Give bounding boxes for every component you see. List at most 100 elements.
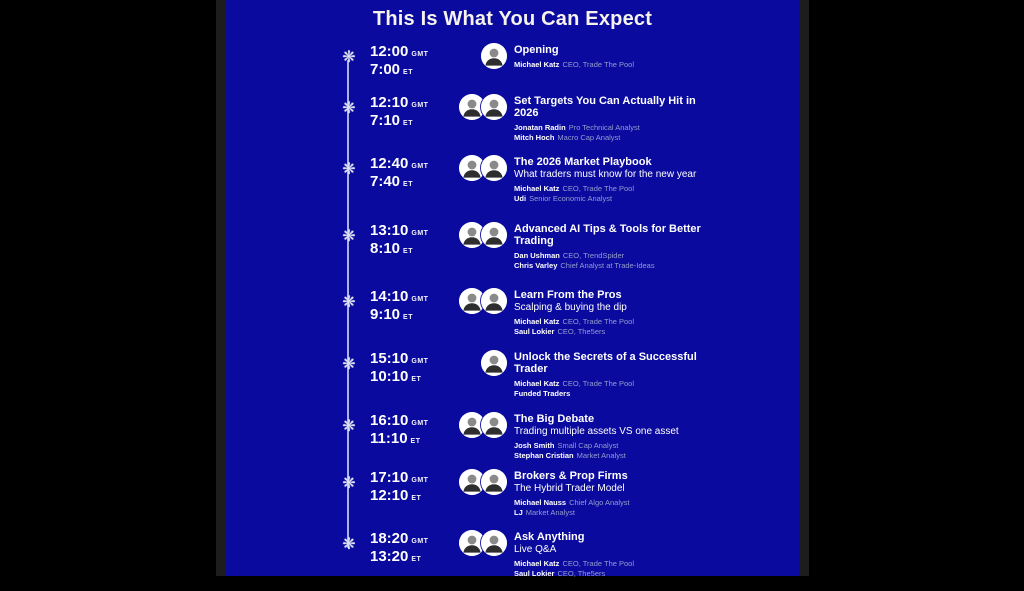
speaker-line: Funded Traders	[514, 389, 710, 399]
session-content: Unlock the Secrets of a Successful Trade…	[514, 351, 710, 398]
webinar-schedule-page: { "colors": { "panel_background": "#0a0a…	[216, 0, 809, 578]
session-row: ❋ 12:40 GMT 7:40 ET The 2026 Market Playbo…	[225, 155, 800, 216]
speaker-avatar	[481, 94, 507, 120]
snowflake-icon: ❋	[342, 100, 356, 117]
session-row: ❋ 18:20 GMT 13:20 ET Ask Anything Live Q&A…	[225, 530, 800, 591]
session-content: Opening Michael Katz CEO, Trade The Pool	[514, 44, 710, 70]
speaker-line: Mitch Hoch Macro Cap Analyst	[514, 133, 710, 143]
session-title: Unlock the Secrets of a Successful Trade…	[514, 351, 697, 375]
session-time-gmt: 12:40 GMT	[370, 155, 429, 172]
letterbox-edge-right	[800, 0, 809, 576]
session-title: The Big Debate	[514, 413, 595, 425]
speaker-role: Chief Algo Analyst	[569, 498, 630, 507]
speaker-line: Saul Lokier CEO, The5ers	[514, 327, 710, 337]
speaker-name: Michael Katz	[514, 317, 560, 326]
speaker-line: Stephan Cristian Market Analyst	[514, 451, 710, 461]
session-time-gmt: 12:00 GMT	[370, 43, 429, 60]
snowflake-icon: ❋	[342, 49, 356, 66]
letterbox-edge-left	[216, 0, 225, 576]
session-content: The Big Debate Trading multiple assets V…	[514, 413, 710, 460]
session-speakers: Michael Katz CEO, Trade The Pool Udi Senior…	[514, 184, 710, 203]
speaker-line: Michael Katz CEO, Trade The Pool	[514, 317, 710, 327]
session-content: Ask Anything Live Q&A Michael Katz CEO, T…	[514, 531, 710, 578]
session-time-gmt: 13:10 GMT	[370, 222, 429, 239]
session-time: 16:10 GMT 11:10 ET	[370, 413, 428, 449]
speaker-name: Michael Nauss	[514, 498, 567, 507]
session-time: 13:10 GMT 8:10 ET	[370, 223, 428, 259]
session-title: Learn From the Pros	[514, 289, 622, 301]
session-time-et: 13:20 ET	[370, 548, 422, 565]
speaker-role: Senior Economic Analyst	[529, 193, 613, 203]
speaker-avatar	[459, 469, 485, 495]
session-title: Brokers & Prop Firms	[514, 470, 628, 482]
session-content: The 2026 Market Playbook What traders mu…	[514, 156, 710, 203]
speaker-line: Michael Katz CEO, Trade The Pool	[514, 184, 710, 194]
session-time: 12:40 GMT 7:40 ET	[370, 156, 428, 192]
speaker-role: CEO, Trade The Pool	[562, 379, 635, 388]
speaker-line: Chris Varley Chief Analyst at Trade-Ideas	[514, 261, 710, 271]
snowflake-icon: ❋	[342, 536, 356, 553]
session-row: ❋ 12:00 GMT 7:00 ET Opening Michael Katz CE…	[225, 43, 800, 104]
session-time-et: 7:00 ET	[370, 61, 413, 78]
speaker-line: Michael Katz CEO, Trade The Pool	[514, 379, 710, 389]
speaker-avatar	[481, 412, 507, 438]
session-row: ❋ 17:10 GMT 12:10 ET Brokers & Prop Firms …	[225, 469, 800, 530]
speaker-role: Chief Analyst at Trade-Ideas	[560, 260, 655, 270]
speaker-role: Market Analyst	[576, 450, 626, 460]
schedule-panel: This Is What You Can Expect ❋ 12:00 GMT 7…	[225, 0, 800, 578]
session-speakers: Josh Smith Small Cap Analyst Stephan Crist…	[514, 441, 710, 460]
session-time: 12:10 GMT 7:10 ET	[370, 95, 428, 131]
session-time-et: 9:10 ET	[370, 306, 413, 323]
speaker-line: Michael Katz CEO, Trade The Pool	[514, 60, 710, 70]
session-speakers: Michael Katz CEO, Trade The Pool Funded Tr…	[514, 379, 710, 398]
speaker-avatar	[481, 155, 507, 181]
speaker-avatar	[481, 43, 507, 69]
speaker-avatar	[481, 288, 507, 314]
speaker-avatars	[451, 530, 507, 556]
speaker-name: Funded Traders	[514, 388, 571, 398]
timeline-line	[347, 60, 349, 548]
session-time-et: 10:10 ET	[370, 368, 422, 385]
snowflake-icon: ❋	[342, 418, 356, 435]
snowflake-icon: ❋	[342, 294, 356, 311]
speaker-line: Michael Katz CEO, Trade The Pool	[514, 559, 710, 569]
speaker-role: Macro Cap Analyst	[557, 132, 621, 142]
speaker-name: Michael Katz	[514, 60, 560, 69]
speaker-role: Small Cap Analyst	[557, 441, 619, 450]
speaker-name: LJ	[514, 507, 523, 517]
session-speakers: Michael Katz CEO, Trade The Pool Saul Loki…	[514, 317, 710, 336]
session-content: Learn From the Pros Scalping & buying th…	[514, 289, 710, 336]
session-time-et: 8:10 ET	[370, 240, 413, 257]
session-time-gmt: 18:20 GMT	[370, 530, 429, 547]
speaker-line: Michael Nauss Chief Algo Analyst	[514, 498, 710, 508]
speaker-name: Udi	[514, 193, 527, 203]
speaker-avatars	[451, 412, 507, 438]
speaker-avatars	[451, 94, 507, 120]
session-title: Opening	[514, 44, 559, 56]
session-speakers: Dan Ushman CEO, TrendSpider Chris Varley Ch…	[514, 251, 710, 270]
speaker-avatar	[459, 412, 485, 438]
session-subtitle: What traders must know for the new year	[514, 169, 697, 180]
snowflake-icon: ❋	[342, 228, 356, 245]
speaker-avatar	[481, 350, 507, 376]
speaker-role: CEO, The5ers	[557, 568, 606, 578]
speaker-name: Michael Katz	[514, 559, 560, 568]
speaker-line: Dan Ushman CEO, TrendSpider	[514, 251, 710, 261]
session-time: 15:10 GMT 10:10 ET	[370, 351, 428, 387]
session-time: 12:00 GMT 7:00 ET	[370, 44, 428, 80]
speaker-avatar	[459, 530, 485, 556]
speaker-name: Saul Lokier	[514, 326, 555, 336]
speaker-name: Jonatan Radin	[514, 123, 566, 132]
speaker-avatar	[481, 530, 507, 556]
speaker-role: CEO, Trade The Pool	[562, 60, 635, 69]
page-title: This Is What You Can Expect	[372, 8, 653, 30]
session-content: Set Targets You Can Actually Hit in 2026…	[514, 95, 710, 142]
session-content: Brokers & Prop Firms The Hybrid Trader M…	[514, 470, 710, 517]
session-speakers: Jonatan Radin Pro Technical Analyst Mitch …	[514, 123, 710, 142]
speaker-role: CEO, The5ers	[557, 326, 606, 336]
snowflake-icon: ❋	[342, 475, 356, 492]
speaker-avatars	[451, 288, 507, 314]
session-time-gmt: 16:10 GMT	[370, 412, 429, 429]
speaker-role: Pro Technical Analyst	[568, 123, 640, 132]
session-time: 14:10 GMT 9:10 ET	[370, 289, 428, 325]
